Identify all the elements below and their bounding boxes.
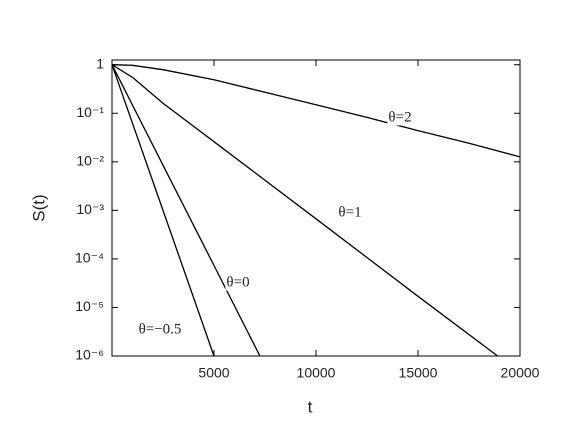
y-tick-label: 10⁻² — [76, 153, 104, 169]
curve-label-bg — [337, 204, 363, 221]
curve-label: θ=0 — [226, 274, 249, 290]
curve-label: θ=2 — [388, 109, 411, 125]
x-tick-label: 15000 — [399, 365, 438, 381]
curve — [111, 64, 521, 158]
y-tick-label: 10⁻⁵ — [75, 298, 104, 314]
curve — [111, 64, 215, 357]
curve — [111, 64, 498, 357]
curve-label: θ=1 — [338, 204, 361, 220]
curve-label-bg — [225, 274, 251, 291]
y-axis-label: S(t) — [29, 194, 48, 221]
y-tick-label: 10⁻⁶ — [75, 347, 104, 363]
x-tick-label: 5000 — [198, 365, 229, 381]
y-tick-label: 1 — [96, 55, 104, 71]
x-axis-label: t — [308, 397, 313, 416]
curve — [111, 64, 261, 357]
y-tick-label: 10⁻³ — [76, 201, 104, 217]
y-tick-label: 10⁻⁴ — [75, 250, 104, 266]
y-tick-label: 10⁻¹ — [76, 104, 104, 120]
x-tick-label: 10000 — [297, 365, 336, 381]
curve-label: θ=−0.5 — [139, 321, 182, 337]
curve-label-bg — [387, 109, 413, 126]
x-tick-label: 20000 — [501, 365, 540, 381]
curve-label-bg — [137, 321, 183, 338]
